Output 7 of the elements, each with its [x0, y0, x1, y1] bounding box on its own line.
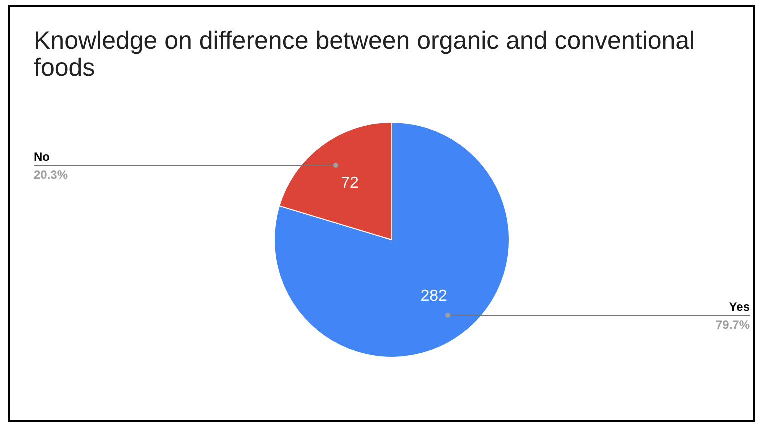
- slice-label: No: [34, 150, 50, 164]
- data-label: 282: [420, 288, 448, 305]
- text: 79.7%: [716, 318, 750, 332]
- chart-title: Knowledge on difference between organic and conventional foods: [34, 27, 696, 82]
- data-label: 72: [341, 174, 359, 192]
- text: 20.3%: [34, 168, 68, 182]
- slice-label: Yes: [729, 300, 750, 314]
